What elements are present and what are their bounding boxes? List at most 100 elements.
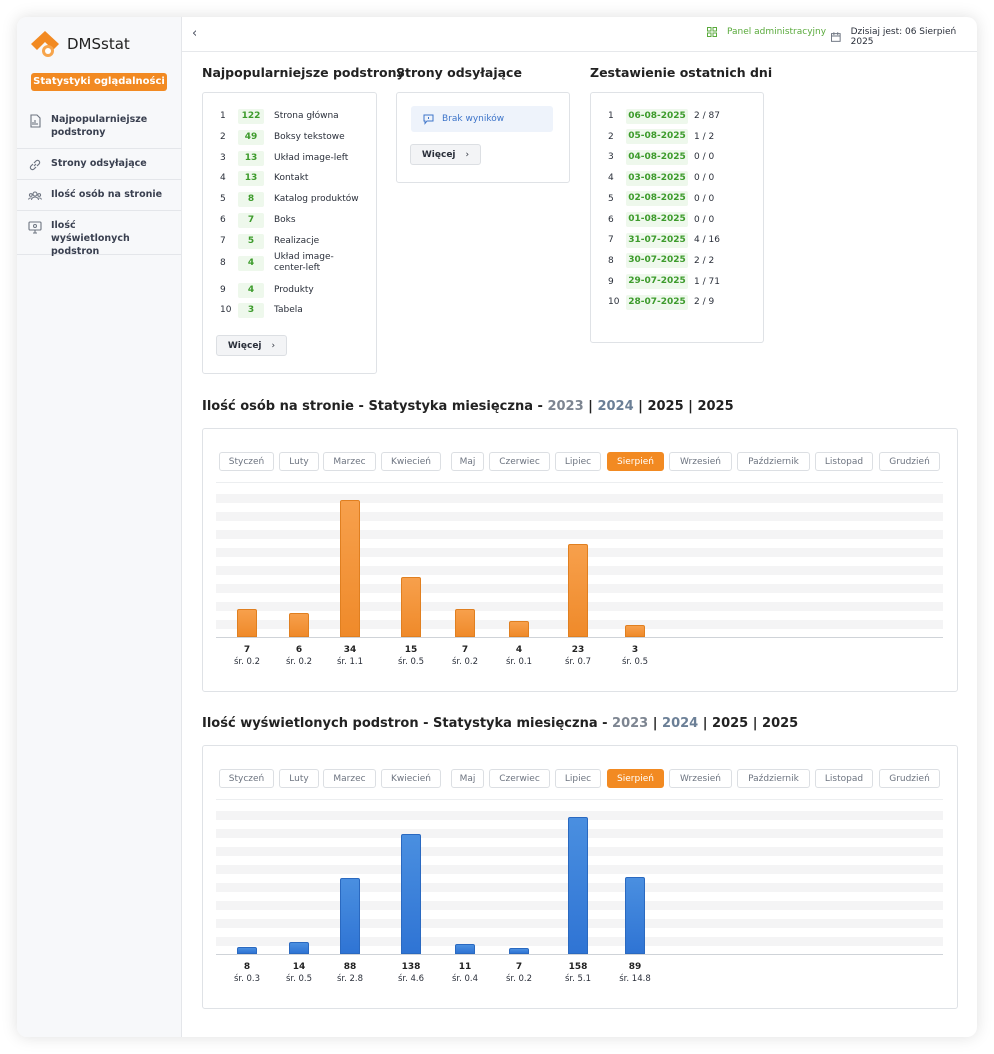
chart-bar[interactable] [568,544,588,637]
month-tab[interactable]: Luty [279,452,319,471]
month-tab[interactable]: Listopad [815,452,873,471]
chart-bar[interactable] [509,947,529,954]
today-label: Dzisiaj jest: 06 Sierpień 2025 [850,27,957,47]
month-tab[interactable]: Kwiecień [381,452,441,471]
page-name: Układ image-center-left [274,252,334,273]
logo[interactable]: DMSstat [31,30,130,58]
month-tab[interactable]: Kwiecień [381,769,441,788]
chart-bar[interactable] [625,624,645,637]
admin-panel-link[interactable]: Panel administracyjny [707,27,826,37]
year-link-2023[interactable]: 2023 [612,716,649,731]
list-item[interactable]: 2 49 Boksy tekstowe [203,128,373,146]
list-item[interactable]: 5 8 Katalog produktów [203,190,373,208]
bar-value-label: 89 [628,962,642,972]
month-tab[interactable]: Wrzesień [669,452,732,471]
row-number: 7 [608,235,614,246]
sidebar-item-label: Ilość wyświetlonych podstron [51,220,130,257]
sidebar-item-popular-pages[interactable]: Najpopularniejsze podstrony [17,107,181,149]
chart-bar[interactable] [455,944,475,954]
chart-bar[interactable] [401,576,421,637]
chart-bar[interactable] [625,876,645,954]
month-tab[interactable]: Sierpień [607,452,664,471]
month-tab[interactable]: Marzec [323,452,376,471]
row-number: 4 [220,173,226,183]
chart-bar[interactable] [289,941,309,954]
chart-bar[interactable] [340,500,360,637]
list-item[interactable]: 8 4 Układ image-center-left [203,252,373,273]
month-tab[interactable]: Luty [279,769,319,788]
bar-value-label: 7 [243,645,251,655]
sidebar-item-referrers[interactable]: Strony odsyłające [17,149,181,180]
sidebar-item-visitors[interactable]: Ilość osób na stronie [17,180,181,211]
sidebar-item-pageviews[interactable]: Ilość wyświetlonych podstron [17,211,181,257]
referrers-more-button[interactable]: Więcej › [410,144,481,165]
list-item: 5 02-08-2025 0 / 0 [591,190,761,208]
popular-more-button[interactable]: Więcej › [216,335,287,356]
month-tab[interactable]: Lipiec [555,769,601,788]
users-icon [28,191,42,201]
year-link-2024[interactable]: 2024 [597,399,634,414]
view-count-badge: 8 [238,191,264,207]
year-link-2025[interactable]: 2025 [712,716,749,731]
day-value: 2 / 87 [694,111,720,121]
month-tab[interactable]: Maj [451,769,484,788]
month-tab[interactable]: Maj [451,452,484,471]
month-tab[interactable]: Listopad [815,769,873,788]
view-count-badge: 13 [238,170,264,186]
row-number: 7 [220,236,226,246]
bar-value-label: 158 [568,962,588,972]
list-item[interactable]: 4 13 Kontakt [203,169,373,187]
year-link-2025-current[interactable]: 2025 [697,399,734,414]
year-link-2025[interactable]: 2025 [647,399,684,414]
month-tab[interactable]: Styczeń [219,452,274,471]
month-tab[interactable]: Październik [737,769,810,788]
chart-bar[interactable] [568,817,588,954]
month-tab[interactable]: Grudzień [879,769,940,788]
chart-bar[interactable] [509,620,529,637]
month-tab[interactable]: Czerwiec [489,452,550,471]
month-tab[interactable]: Październik [737,452,810,471]
list-item[interactable]: 6 7 Boks [203,211,373,229]
year-link-2023[interactable]: 2023 [547,399,584,414]
page-name: Produkty [274,284,314,295]
statistics-button[interactable]: Statystyki oglądalności [31,73,167,91]
day-value: 0 / 0 [694,193,715,204]
month-tab[interactable]: Marzec [323,769,376,788]
month-tab[interactable]: Lipiec [555,452,601,471]
list-item[interactable]: 1 122 Strona główna [203,107,373,125]
row-number: 9 [220,285,226,295]
chart-bar[interactable] [340,877,360,954]
popular-pages-card: 1 122 Strona główna 2 49 Boksy tekstowe 3 13 Ukł… [202,92,377,374]
chart-bar[interactable] [401,834,421,954]
list-item: 7 31-07-2025 4 / 16 [591,231,761,249]
chart-bar[interactable] [237,947,257,954]
row-number: 10 [608,297,620,308]
year-link-2025-current[interactable]: 2025 [762,716,799,731]
date-badge: 03-08-2025 [626,170,688,186]
list-item[interactable]: 10 3 Tabela [203,301,373,319]
list-item[interactable]: 7 5 Realizacje [203,232,373,250]
chart-bar[interactable] [289,612,309,637]
row-number: 5 [608,193,614,204]
list-item[interactable]: 3 13 Układ image-left [203,149,373,167]
month-tab[interactable]: Sierpień [607,769,664,788]
list-item[interactable]: 9 4 Produkty [203,281,373,299]
page-name: Układ image-left [274,152,349,163]
chart-bar[interactable] [455,608,475,637]
chart-bar[interactable] [237,608,257,637]
bar-value-label: 11 [458,962,472,972]
bar-average-label: śr. 0.2 [451,657,479,667]
sidebar-item-label: Ilość osób na stronie [51,189,163,200]
month-tab[interactable]: Wrzesień [669,769,732,788]
chevron-left-icon[interactable]: ‹ [192,26,198,41]
bar-average-label: śr. 0.2 [233,657,261,667]
year-link-2024[interactable]: 2024 [662,716,699,731]
month-tab[interactable]: Styczeń [219,769,274,788]
recent-days-title: Zestawienie ostatnich dni [590,65,773,80]
month-tab[interactable]: Grudzień [879,452,940,471]
bar-value-label: 34 [343,645,357,655]
bar-value-label: 7 [461,645,469,655]
row-number: 2 [608,131,614,142]
day-value: 0 / 0 [694,173,715,184]
month-tab[interactable]: Czerwiec [489,769,550,788]
